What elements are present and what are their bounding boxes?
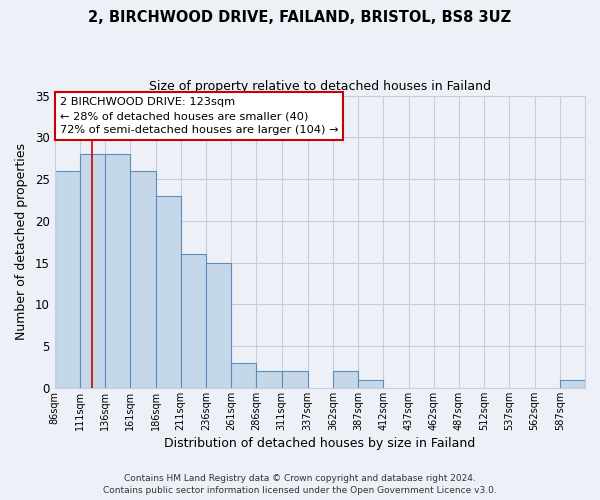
Text: 2 BIRCHWOOD DRIVE: 123sqm
← 28% of detached houses are smaller (40)
72% of semi-: 2 BIRCHWOOD DRIVE: 123sqm ← 28% of detac…: [60, 97, 338, 135]
Bar: [155, 196, 181, 388]
Bar: [130, 170, 155, 388]
Bar: [560, 380, 585, 388]
Bar: [80, 154, 105, 388]
Bar: [105, 154, 130, 388]
Bar: [256, 371, 281, 388]
Text: Contains HM Land Registry data © Crown copyright and database right 2024.
Contai: Contains HM Land Registry data © Crown c…: [103, 474, 497, 495]
Title: Size of property relative to detached houses in Failand: Size of property relative to detached ho…: [149, 80, 491, 93]
Bar: [55, 170, 80, 388]
Text: 2, BIRCHWOOD DRIVE, FAILAND, BRISTOL, BS8 3UZ: 2, BIRCHWOOD DRIVE, FAILAND, BRISTOL, BS…: [88, 10, 512, 25]
Bar: [333, 371, 358, 388]
Bar: [181, 254, 206, 388]
Bar: [281, 371, 308, 388]
X-axis label: Distribution of detached houses by size in Failand: Distribution of detached houses by size …: [164, 437, 475, 450]
Y-axis label: Number of detached properties: Number of detached properties: [15, 143, 28, 340]
Bar: [358, 380, 383, 388]
Bar: [231, 363, 256, 388]
Bar: [206, 262, 231, 388]
